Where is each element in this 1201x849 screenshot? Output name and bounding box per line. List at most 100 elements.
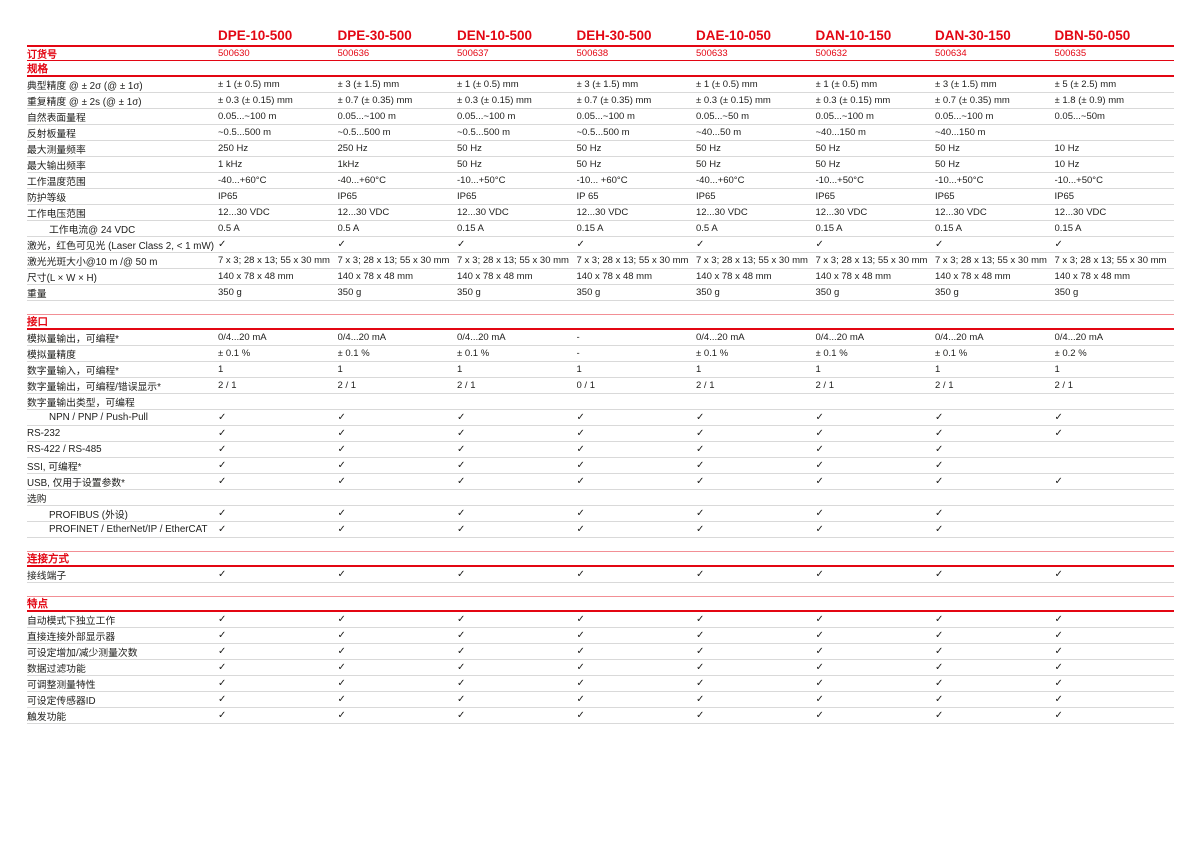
check-icon-glyph: ✓: [815, 662, 824, 673]
cell-value: 0/4...20 mA: [218, 332, 267, 343]
check-icon: ✓: [935, 614, 1055, 625]
cell-value: 1: [1054, 364, 1060, 375]
check-icon-glyph: ✓: [337, 412, 346, 423]
check-icon-glyph: ✓: [576, 614, 585, 625]
check-icon: ✓: [935, 476, 1055, 487]
check-icon-glyph: ✓: [457, 476, 466, 487]
check-icon-glyph: ✓: [337, 710, 346, 721]
check-icon-glyph: ✓: [457, 508, 466, 519]
check-icon: ✓: [696, 476, 816, 487]
check-icon-glyph: ✓: [935, 569, 944, 580]
check-icon-glyph: ✓: [935, 476, 944, 487]
cell-value: 350 g: [218, 287, 242, 298]
check-icon-glyph: ✓: [935, 694, 944, 705]
check-icon: ✓: [696, 678, 816, 689]
cell-value: 1kHz: [337, 159, 360, 170]
check-icon: ✓: [816, 239, 936, 250]
check-icon-glyph: ✓: [935, 710, 944, 721]
check-icon-glyph: ✓: [457, 569, 466, 580]
row-label: RS-232: [27, 428, 61, 439]
cell-value: 140 x 78 x 48 mm: [576, 271, 653, 282]
cell-value: 50 Hz: [696, 143, 721, 154]
check-icon: ✓: [1055, 646, 1175, 657]
check-icon: ✓: [935, 694, 1055, 705]
check-icon: ✓: [218, 646, 338, 657]
check-icon: ✓: [457, 614, 577, 625]
check-icon-glyph: ✓: [337, 460, 346, 471]
cell-value: 350 g: [337, 287, 362, 298]
row-label: 工作温度范围: [27, 176, 86, 188]
check-icon: ✓: [935, 630, 1055, 641]
table-row: 数字量输出，可编程/错误显示* 2 / 1 2 / 1 2 / 1 0 / 1 2 / 1…: [27, 378, 1174, 394]
cell-value: 0.15 A: [815, 223, 843, 234]
cell-value: 12...30 VDC: [696, 207, 748, 218]
cell-value: 12...30 VDC: [337, 207, 390, 218]
check-icon-glyph: ✓: [1054, 646, 1063, 657]
cell-value: 2 / 1: [457, 380, 476, 391]
cell-value: -10... +60°C: [576, 175, 628, 186]
order-number-value: 500633: [696, 48, 728, 59]
check-icon-glyph: ✓: [576, 508, 585, 519]
cell-value: -10...+50°C: [935, 175, 984, 186]
check-icon-glyph: ✓: [337, 569, 346, 580]
cell-value: 0/4...20 mA: [457, 332, 506, 343]
cell-value: 50 Hz: [935, 143, 960, 154]
cell-value: 0.15 A: [935, 223, 962, 234]
check-icon-glyph: ✓: [935, 239, 944, 250]
product-name: DEH-30-500: [576, 28, 652, 43]
check-icon-glyph: ✓: [337, 239, 346, 250]
check-icon: ✓: [935, 569, 1055, 580]
cell-value: 12...30 VDC: [218, 207, 270, 218]
check-icon: ✓: [696, 412, 816, 423]
check-icon: ✓: [1055, 412, 1175, 423]
cell-value: 7 x 3; 28 x 13; 55 x 30 mm: [815, 255, 928, 266]
product-spec-table: DPE-10-500 DPE-30-500 DEN-10-500 DEH-30-500…: [27, 26, 1174, 724]
row-label: 可调整测量特性: [27, 679, 96, 691]
check-icon-glyph: ✓: [935, 614, 944, 625]
row-label: SSI, 可编程*: [27, 461, 82, 473]
cell-value: -10...+50°C: [457, 175, 506, 186]
cell-value: -10...+50°C: [1054, 175, 1103, 186]
check-icon-glyph: ✓: [576, 460, 585, 471]
check-icon: ✓: [696, 428, 816, 439]
check-icon-glyph: ✓: [218, 630, 227, 641]
table-row: 自动模式下独立工作 ✓ ✓ ✓ ✓ ✓ ✓ ✓ ✓: [27, 612, 1174, 628]
order-number-row: 订货号 500630 500636 500637 500638 500633 500632 5…: [27, 45, 1174, 61]
cell-value: IP65: [815, 191, 836, 202]
row-label: RS-422 / RS-485: [27, 444, 102, 455]
table-row: 最大输出频率 1 kHz 1kHz 50 Hz 50 Hz 50 Hz 50 Hz 50 Hz…: [27, 157, 1174, 173]
check-icon: ✓: [218, 614, 338, 625]
cell-value: 50 Hz: [457, 143, 482, 154]
check-icon: ✓: [577, 428, 697, 439]
check-icon: ✓: [457, 508, 577, 519]
check-icon-glyph: ✓: [696, 569, 705, 580]
check-icon: ✓: [696, 662, 816, 673]
check-icon-glyph: ✓: [1054, 412, 1063, 423]
cell-value: -40...+60°C: [337, 175, 386, 186]
cell-value: 0.05...~50m: [1054, 111, 1105, 122]
section-title-row: 连接方式: [27, 551, 1174, 567]
cell-value: ± 0.7 (± 0.35) mm: [337, 95, 413, 106]
check-icon-glyph: ✓: [696, 239, 705, 250]
check-icon-glyph: ✓: [218, 412, 227, 423]
check-icon: ✓: [457, 460, 577, 471]
section-title: 连接方式: [27, 553, 69, 565]
check-icon: ✓: [577, 476, 697, 487]
check-icon-glyph: ✓: [457, 614, 466, 625]
table-row: 工作电压范围 12...30 VDC 12...30 VDC 12...30 VDC 1…: [27, 205, 1174, 221]
check-icon-glyph: ✓: [337, 694, 346, 705]
section-title-row: 接口: [27, 314, 1174, 330]
cell-value: ± 5 (± 2.5) mm: [1054, 79, 1117, 90]
check-icon: ✓: [457, 694, 577, 705]
check-icon: ✓: [338, 508, 458, 519]
check-icon: ✓: [577, 710, 697, 721]
cell-value: ~40...150 m: [815, 127, 866, 138]
check-icon: ✓: [816, 662, 936, 673]
cell-value: ± 0.1 %: [696, 348, 729, 359]
table-row: 自然表面量程 0.05...~100 m 0.05...~100 m 0.05...~…: [27, 109, 1174, 125]
check-icon-glyph: ✓: [218, 476, 227, 487]
check-icon-glyph: ✓: [935, 678, 944, 689]
check-icon: ✓: [816, 412, 936, 423]
check-icon-glyph: ✓: [457, 412, 466, 423]
cell-value: 12...30 VDC: [815, 207, 868, 218]
